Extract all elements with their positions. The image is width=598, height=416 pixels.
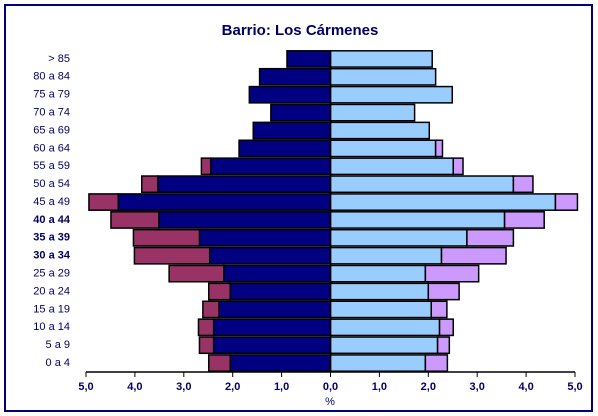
x-tick-label: 5,0 — [567, 381, 582, 393]
y-tick-label: 40 a 44 — [33, 214, 71, 226]
bar — [329, 246, 443, 265]
bar — [117, 193, 332, 211]
x-tick-label: 0,0 — [323, 381, 338, 393]
bar — [223, 264, 332, 283]
y-tick-label: 45 a 49 — [33, 196, 70, 208]
bar — [512, 175, 534, 194]
bar — [202, 300, 220, 319]
bar — [329, 50, 433, 68]
bar — [198, 228, 332, 247]
bar — [158, 211, 332, 229]
bar — [329, 193, 557, 211]
y-tick-label: 50 a 54 — [33, 178, 70, 190]
bar — [229, 282, 332, 301]
bar — [329, 336, 439, 355]
bar — [88, 193, 120, 211]
bar — [258, 67, 332, 86]
bar — [329, 211, 506, 229]
y-tick-label: 60 a 64 — [33, 142, 70, 154]
bar — [329, 228, 468, 247]
y-tick-label: 20 a 24 — [33, 285, 70, 297]
x-tick-label: 2,0 — [421, 381, 436, 393]
bar — [329, 300, 432, 319]
bar — [238, 139, 332, 158]
bar — [329, 157, 454, 176]
y-tick-label: 75 a 79 — [33, 89, 70, 101]
bar — [110, 211, 160, 229]
bar — [218, 300, 332, 319]
y-tick-label: 30 a 34 — [33, 250, 71, 262]
x-tick-label: 2,0 — [225, 381, 240, 393]
bar — [503, 211, 545, 229]
x-tick-label: 3,0 — [176, 381, 191, 393]
bar — [198, 336, 215, 355]
bar — [140, 175, 159, 194]
y-tick-label: > 85 — [48, 53, 70, 65]
y-tick-label: 70 a 74 — [33, 107, 70, 119]
x-tick-label: 5,0 — [78, 381, 93, 393]
bar — [229, 354, 332, 372]
y-tick-label: 80 a 84 — [33, 71, 70, 83]
bar — [329, 354, 427, 372]
bar — [212, 336, 332, 355]
bar — [466, 228, 515, 247]
y-tick-label: 10 a 14 — [33, 321, 70, 333]
bar — [329, 121, 431, 140]
bar — [329, 85, 454, 104]
bar — [133, 246, 211, 265]
y-tick-label: 25 a 29 — [33, 268, 70, 280]
bar — [212, 318, 332, 337]
chart-title: Barrio: Los Cármenes — [222, 22, 379, 39]
x-tick-label: 1,0 — [372, 381, 387, 393]
x-tick-label: 4,0 — [127, 381, 142, 393]
bar — [329, 67, 437, 86]
bar — [452, 157, 464, 176]
bar — [132, 228, 201, 247]
bar — [270, 103, 332, 122]
bar — [440, 246, 507, 265]
bar — [208, 246, 332, 265]
bar — [252, 121, 332, 140]
bar — [329, 282, 430, 301]
bar — [329, 318, 441, 337]
bar — [434, 139, 444, 158]
bar — [286, 50, 332, 68]
bar — [427, 282, 460, 301]
bar — [329, 175, 515, 194]
y-tick-label: 35 a 39 — [33, 232, 70, 244]
bar — [168, 264, 225, 283]
bar — [248, 85, 332, 104]
bar — [209, 157, 332, 176]
y-tick-label: 15 a 19 — [33, 303, 70, 315]
y-tick-label: 65 a 69 — [33, 124, 70, 136]
bar — [329, 264, 427, 283]
bar — [430, 300, 448, 319]
bar — [157, 175, 332, 194]
bar — [424, 264, 480, 283]
bar — [329, 103, 416, 122]
bar — [329, 139, 437, 158]
y-tick-label: 55 a 59 — [33, 160, 70, 172]
bar — [424, 354, 449, 372]
bar — [200, 157, 212, 176]
bar — [197, 318, 215, 337]
bar — [554, 193, 579, 211]
bar — [438, 318, 454, 337]
y-tick-label: 0 a 4 — [46, 357, 70, 369]
x-tick-label: 3,0 — [470, 381, 485, 393]
x-tick-label: 4,0 — [518, 381, 533, 393]
x-tick-label: 1,0 — [274, 381, 289, 393]
bar — [207, 282, 232, 301]
x-axis-label: % — [325, 396, 335, 408]
bar — [436, 336, 451, 355]
bar — [207, 354, 232, 372]
y-tick-label: 5 a 9 — [46, 339, 70, 351]
